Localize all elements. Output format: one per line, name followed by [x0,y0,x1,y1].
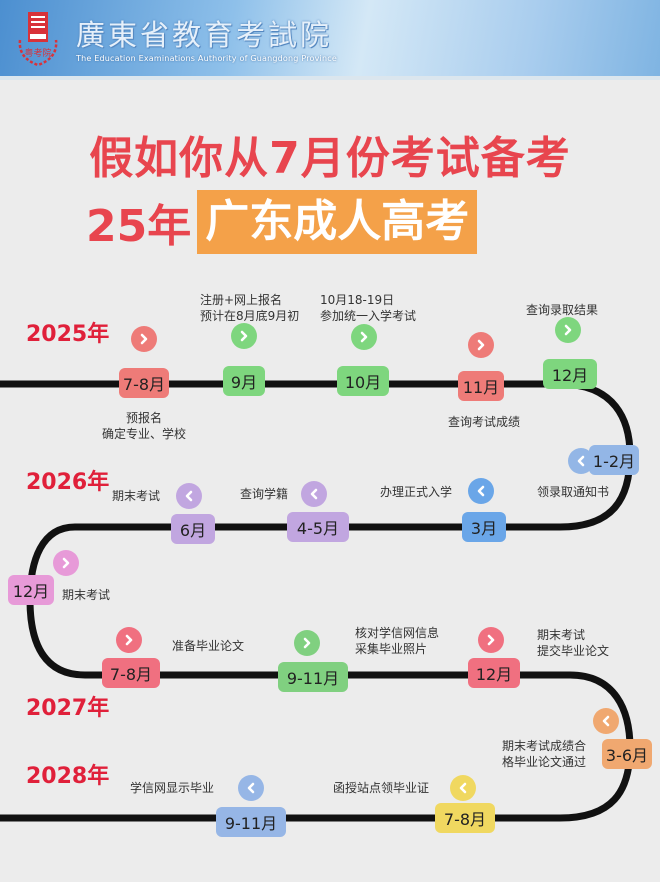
chevron-left-icon [238,775,264,801]
milestone-month: 9-11月 [278,662,348,692]
chevron-right-icon [131,326,157,352]
milestone-note-line: 注册+网上报名 [200,293,283,307]
milestone-note-line: 领录取通知书 [537,485,610,499]
milestone-note: 预报名确定专业、学校 [102,410,186,442]
milestone-note-line: 查询录取结果 [525,303,599,317]
svg-text:粤考院: 粤考院 [24,47,51,59]
milestone-month: 4-5月 [287,512,349,542]
year-label-2027: 2027年 [26,696,110,721]
milestone-note-line: 采集毕业照片 [355,642,428,656]
milestone-month: 11月 [458,371,504,401]
milestone-note: 查询录取结果 [526,302,598,318]
milestone-note-line: 参加统一入学考试 [320,309,417,323]
milestone-month: 12月 [8,575,54,605]
milestone-note-line: 10月18-19日 [320,293,395,307]
milestone-month: 12月 [543,359,597,389]
milestone-note-line: 期末考试 [62,588,111,602]
year-label-2028: 2028年 [26,764,110,789]
milestone-note-line: 学信网显示毕业 [130,781,215,795]
milestone-note: 期末考试 [112,488,160,504]
milestone-month: 12月 [468,658,520,688]
milestone-month: 1-2月 [589,445,639,475]
milestone-note: 办理正式入学 [380,484,452,500]
milestone-note: 准备毕业论文 [172,638,244,654]
chevron-left-icon [593,708,619,734]
milestone-month: 9-11月 [216,807,286,837]
headline-line2: 25年 广东成人高考 [86,190,478,254]
year-label-2026: 2026年 [26,470,110,495]
year-label-2025: 2025年 [26,322,110,347]
chevron-right-icon [116,627,142,653]
milestone-month: 3月 [462,512,506,542]
milestone-month: 7-8月 [102,658,160,688]
header-banner: 粤考院 廣東省教育考試院 The Education Examinations … [0,0,660,78]
chevron-right-icon [351,324,377,350]
milestone-note: 期末考试 [62,587,110,603]
milestone-note-line: 预报名 [125,411,163,425]
headline-year: 25年 [86,201,192,252]
chevron-left-icon [301,481,327,507]
milestone-note-line: 核对学信网信息 [355,626,440,640]
chevron-right-icon [294,630,320,656]
milestone-note-line: 格毕业论文通过 [502,755,587,769]
milestone-note: 注册+网上报名预计在8月底9月初 [200,292,299,324]
milestone-note: 核对学信网信息 采集毕业照片 [355,625,439,657]
milestone-month: 7-8月 [119,368,169,398]
chevron-left-icon [176,483,202,509]
milestone-month: 3-6月 [602,739,652,769]
milestone-note-line: 函授站点领毕业证 [333,781,430,795]
milestone-note: 查询学籍 [240,486,288,502]
milestone-note-line: 期末考试 [112,489,161,503]
milestone-note-line: 确定专业、学校 [101,427,187,441]
chevron-right-icon [478,627,504,653]
milestone-note: 领录取通知书 [537,484,609,500]
chevron-right-icon [53,550,79,576]
chevron-left-icon [450,775,476,801]
org-name-cn: 廣東省教育考試院 [76,18,333,52]
milestone-note-line: 预计在8月底9月初 [200,309,300,323]
chevron-left-icon [568,448,594,474]
milestone-note: 期末考试提交毕业论文 [537,627,609,659]
milestone-note: 查询考试成绩 [448,414,520,430]
milestone-note: 期末考试成绩合 格毕业论文通过 [502,738,586,770]
headline-highlight: 广东成人高考 [197,190,478,254]
chevron-right-icon [231,323,257,349]
chevron-right-icon [555,317,581,343]
milestone-note-line: 期末考试成绩合 [502,739,587,753]
milestone-month: 6月 [171,514,215,544]
milestone-month: 10月 [337,366,389,396]
chevron-right-icon [468,332,494,358]
milestone-note-line: 办理正式入学 [380,485,453,499]
headline-line1: 假如你从7月份考试备考 [89,133,571,184]
exam-authority-logo: 粤考院 [18,12,58,67]
milestone-note: 学信网显示毕业 [130,780,214,796]
milestone-note: 函授站点领毕业证 [333,780,429,796]
milestone-note-line: 提交毕业论文 [537,644,610,658]
chevron-left-icon [468,478,494,504]
milestone-note-line: 查询学籍 [240,487,289,501]
milestone-month: 7-8月 [435,803,495,833]
milestone-note-line: 查询考试成绩 [447,415,521,429]
milestone-note: 10月18-19日参加统一入学考试 [320,292,416,324]
milestone-month: 9月 [223,366,265,396]
header-divider [0,76,660,80]
milestone-note-line: 期末考试 [537,628,586,642]
org-name-en: The Education Examinations Authority of … [76,54,337,63]
milestone-note-line: 准备毕业论文 [172,639,245,653]
